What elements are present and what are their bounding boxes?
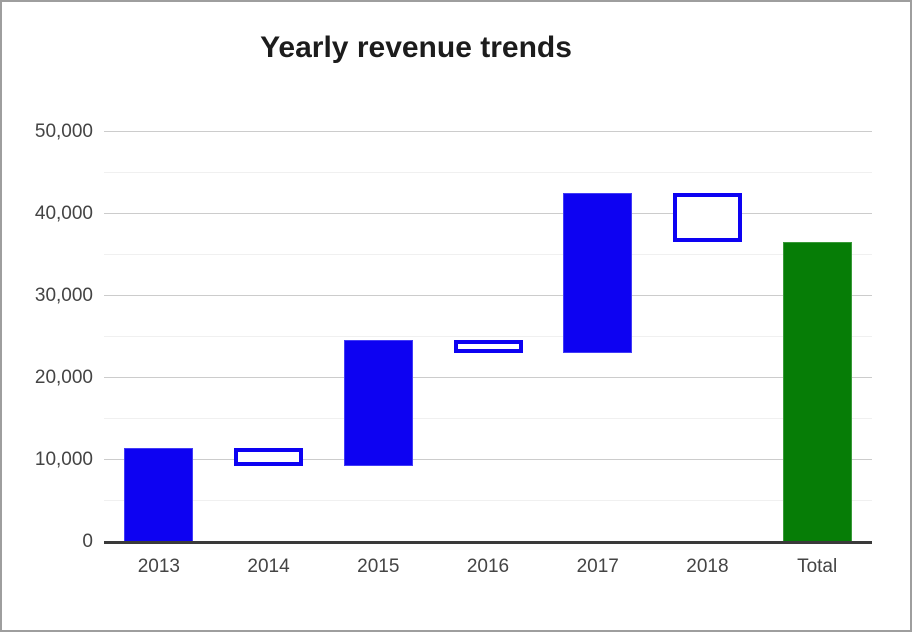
bar-2014[interactable] (234, 447, 304, 466)
bar-total[interactable] (782, 242, 852, 542)
chart-title: Yearly revenue trends (260, 31, 572, 64)
bar-2018[interactable] (672, 193, 742, 243)
bar-2015[interactable] (343, 340, 413, 466)
x-axis-baseline (104, 541, 872, 544)
x-axis-tick-label: 2014 (247, 556, 290, 577)
x-axis-tick-label: 2015 (357, 556, 400, 577)
major-gridline (104, 295, 872, 297)
y-axis-tick-label: 10,000 (34, 448, 93, 470)
x-axis-tick-label: 2016 (466, 556, 510, 577)
minor-gridline (104, 336, 872, 338)
minor-gridline (104, 254, 872, 256)
x-axis-tick-label: 2018 (686, 556, 729, 577)
y-axis-tick-label: 30,000 (34, 284, 93, 306)
y-axis-tick-label: 0 (82, 531, 93, 552)
minor-gridline (104, 500, 872, 502)
major-gridline (104, 131, 872, 132)
x-axis-tick-label: 2017 (576, 556, 619, 577)
bar-2013[interactable] (124, 447, 194, 542)
major-gridline (104, 377, 872, 379)
y-axis-tick-label: 40,000 (34, 202, 93, 224)
x-axis-tick-label: 2013 (137, 556, 180, 577)
minor-gridline (104, 172, 872, 174)
y-axis-tick-label: 20,000 (34, 366, 93, 388)
bar-2017[interactable] (563, 193, 633, 354)
x-axis-tick-label: Total (797, 556, 838, 577)
major-gridline (104, 459, 872, 461)
minor-gridline (104, 418, 872, 420)
major-gridline (104, 213, 872, 215)
bar-2016[interactable] (453, 340, 523, 354)
y-axis-tick-label: 50,000 (34, 120, 93, 142)
